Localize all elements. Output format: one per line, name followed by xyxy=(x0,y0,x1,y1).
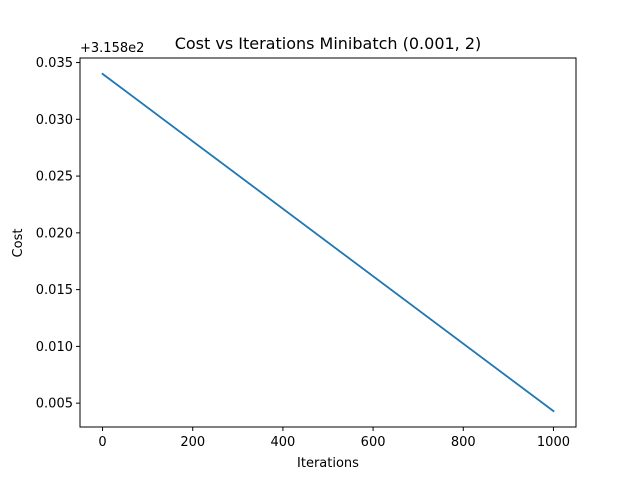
y-tick-label: 0.005 xyxy=(36,397,73,412)
x-axis-label: Iterations xyxy=(297,456,359,471)
y-axis-ticks: 0.005 0.010 0.015 0.020 0.025 0.030 0.035 xyxy=(36,56,80,412)
cost-series-line xyxy=(101,72,555,413)
x-tick-label: 200 xyxy=(180,435,205,450)
plot-area: 0 200 400 600 800 1000 0.0050.0100.0150.0200.… xyxy=(36,56,577,450)
series-layer xyxy=(101,72,555,413)
x-tick-label: 0 xyxy=(98,435,106,450)
y-axis-label: Cost xyxy=(11,229,26,258)
y-tick-label: 0.025 xyxy=(36,170,73,185)
plot-frame xyxy=(79,57,577,428)
x-tick-label: 400 xyxy=(270,435,295,450)
x-axis-ticks: 0 200 400 600 800 1000 xyxy=(98,427,570,450)
y-tick-label: 0.030 xyxy=(36,113,73,128)
x-tick-label: 800 xyxy=(451,435,476,450)
y-tick-label: 0.020 xyxy=(36,226,73,241)
y-tick-label: 0.035 xyxy=(36,56,73,71)
x-tick-label: 1000 xyxy=(537,435,570,450)
x-tick-label: 600 xyxy=(361,435,386,450)
y-axis-offset-label: +3.158e2 xyxy=(80,41,144,56)
y-tick-label: 0.010 xyxy=(36,340,73,355)
y-tick-label: 0.015 xyxy=(36,283,73,298)
chart-title: Cost vs Iterations Minibatch (0.001, 2) xyxy=(175,34,482,53)
